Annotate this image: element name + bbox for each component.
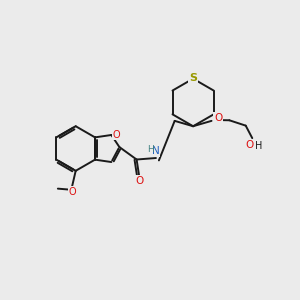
Text: O: O — [135, 176, 143, 186]
Text: H: H — [147, 145, 154, 154]
Text: O: O — [112, 130, 120, 140]
Text: O: O — [68, 187, 76, 197]
Text: N: N — [152, 146, 160, 156]
Text: H: H — [254, 141, 262, 152]
Text: O: O — [214, 113, 222, 123]
Text: S: S — [189, 74, 197, 83]
Text: O: O — [245, 140, 254, 150]
